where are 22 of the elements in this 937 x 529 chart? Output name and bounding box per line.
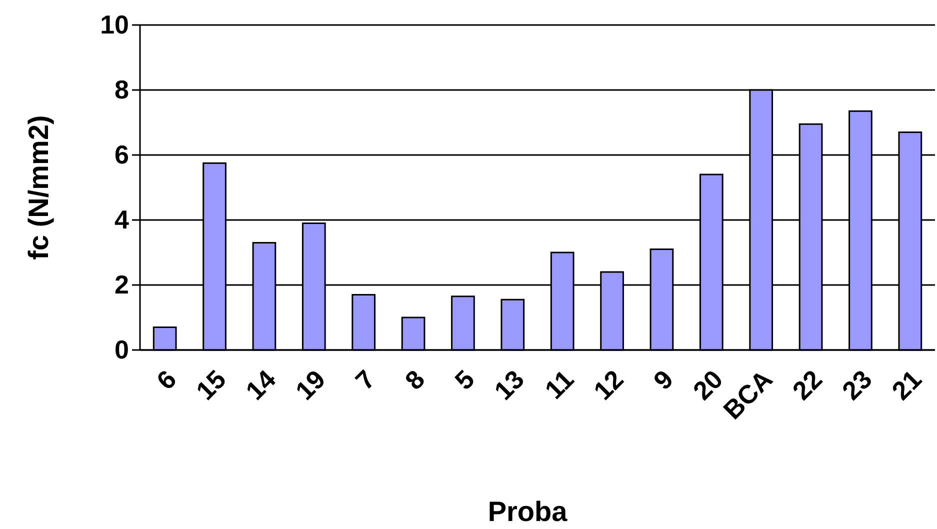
x-tick-label: 9 xyxy=(648,364,679,396)
x-tick-label: 21 xyxy=(886,364,928,406)
x-tick-label: 12 xyxy=(588,364,630,406)
x-tick-label: 22 xyxy=(786,364,828,406)
y-tick-label: 4 xyxy=(114,204,130,234)
x-tick-label: 15 xyxy=(190,364,232,406)
y-tick-label: 10 xyxy=(100,9,129,40)
x-tick-label: 14 xyxy=(240,364,282,406)
x-axis-title: Proba xyxy=(488,496,568,527)
y-tick-label: 2 xyxy=(114,269,129,300)
x-tick-label: 11 xyxy=(538,364,580,405)
x-tick-label: 23 xyxy=(836,364,878,406)
y-tick-label: 6 xyxy=(114,139,129,170)
x-tick-label: 8 xyxy=(399,364,431,396)
x-tick-label: 5 xyxy=(448,364,480,396)
y-axis-title: fc (N/mm2) xyxy=(23,115,54,260)
y-tick-label: 8 xyxy=(114,74,129,104)
y-tick-label: 0 xyxy=(114,334,129,364)
x-tick-label: 6 xyxy=(150,364,182,396)
x-tick-label: 13 xyxy=(488,364,530,406)
x-tick-label: 7 xyxy=(349,364,381,396)
x-tick-label: 19 xyxy=(289,364,332,406)
